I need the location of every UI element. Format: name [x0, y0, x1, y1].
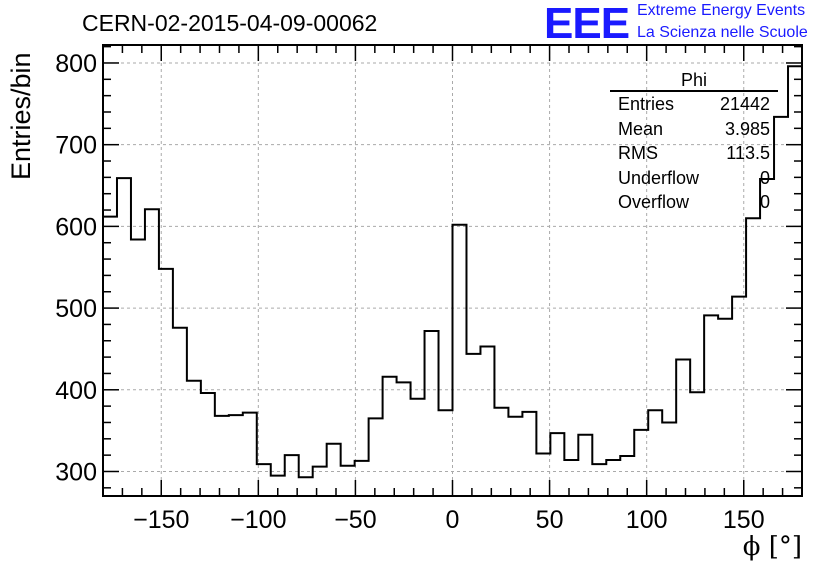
y-tick-label: 600: [55, 213, 97, 241]
stats-row-overflow: Overflow 0: [610, 190, 778, 215]
x-tick-label: 50: [536, 506, 564, 534]
stats-row-underflow: Underflow 0: [610, 166, 778, 191]
logo-subtitle-2: La Scienza nelle Scuole: [637, 24, 808, 41]
stats-title: Phi: [610, 70, 778, 92]
stats-value: 21442: [719, 94, 770, 114]
eee-logo: EEE: [544, 0, 630, 48]
stats-value: 113.5: [726, 143, 770, 164]
y-tick-label: 800: [55, 50, 97, 78]
y-tick-labels: 300 400 500 600 700 800: [55, 50, 97, 487]
stats-key: Overflow: [618, 192, 690, 213]
x-axis-label: ϕ [°]: [742, 532, 802, 562]
stats-key: Mean: [618, 118, 664, 139]
histogram-step-line: [103, 65, 802, 479]
y-tick-label: 500: [55, 295, 97, 323]
x-tick-label: −150: [133, 506, 189, 534]
x-tick-label: −100: [230, 506, 286, 534]
y-axis-label: Entries/bin: [6, 52, 36, 180]
y-tick-label: 300: [55, 458, 97, 486]
stats-value: 3.985: [724, 118, 770, 139]
stats-row-rms: RMS 113.5: [610, 141, 778, 166]
axis-ticks: [102, 45, 803, 496]
stats-value: 0: [759, 192, 770, 213]
x-tick-label: 0: [446, 506, 460, 534]
stats-box: Phi Entries 21442 Mean 3.985 RMS 113.5 U…: [610, 70, 778, 215]
x-tick-label: 100: [626, 506, 668, 534]
stats-key: Entries: [618, 94, 675, 114]
stats-key: Underflow: [618, 167, 700, 188]
run-title: CERN-02-2015-04-09-00062: [82, 10, 378, 36]
stats-key: RMS: [618, 143, 658, 164]
x-tick-label: 150: [723, 506, 765, 534]
y-tick-label: 400: [55, 377, 97, 405]
stats-row-entries: Entries 21442: [610, 92, 778, 117]
y-tick-label: 700: [55, 132, 97, 160]
x-tick-label: −50: [334, 506, 376, 534]
stats-row-mean: Mean 3.985: [610, 117, 778, 142]
plot-frame: [102, 44, 803, 497]
x-tick-labels: −150 −100 −50 0 50 100 150: [133, 506, 765, 534]
stats-value: 0: [759, 167, 770, 188]
logo-subtitle-1: Extreme Energy Events: [637, 2, 806, 19]
